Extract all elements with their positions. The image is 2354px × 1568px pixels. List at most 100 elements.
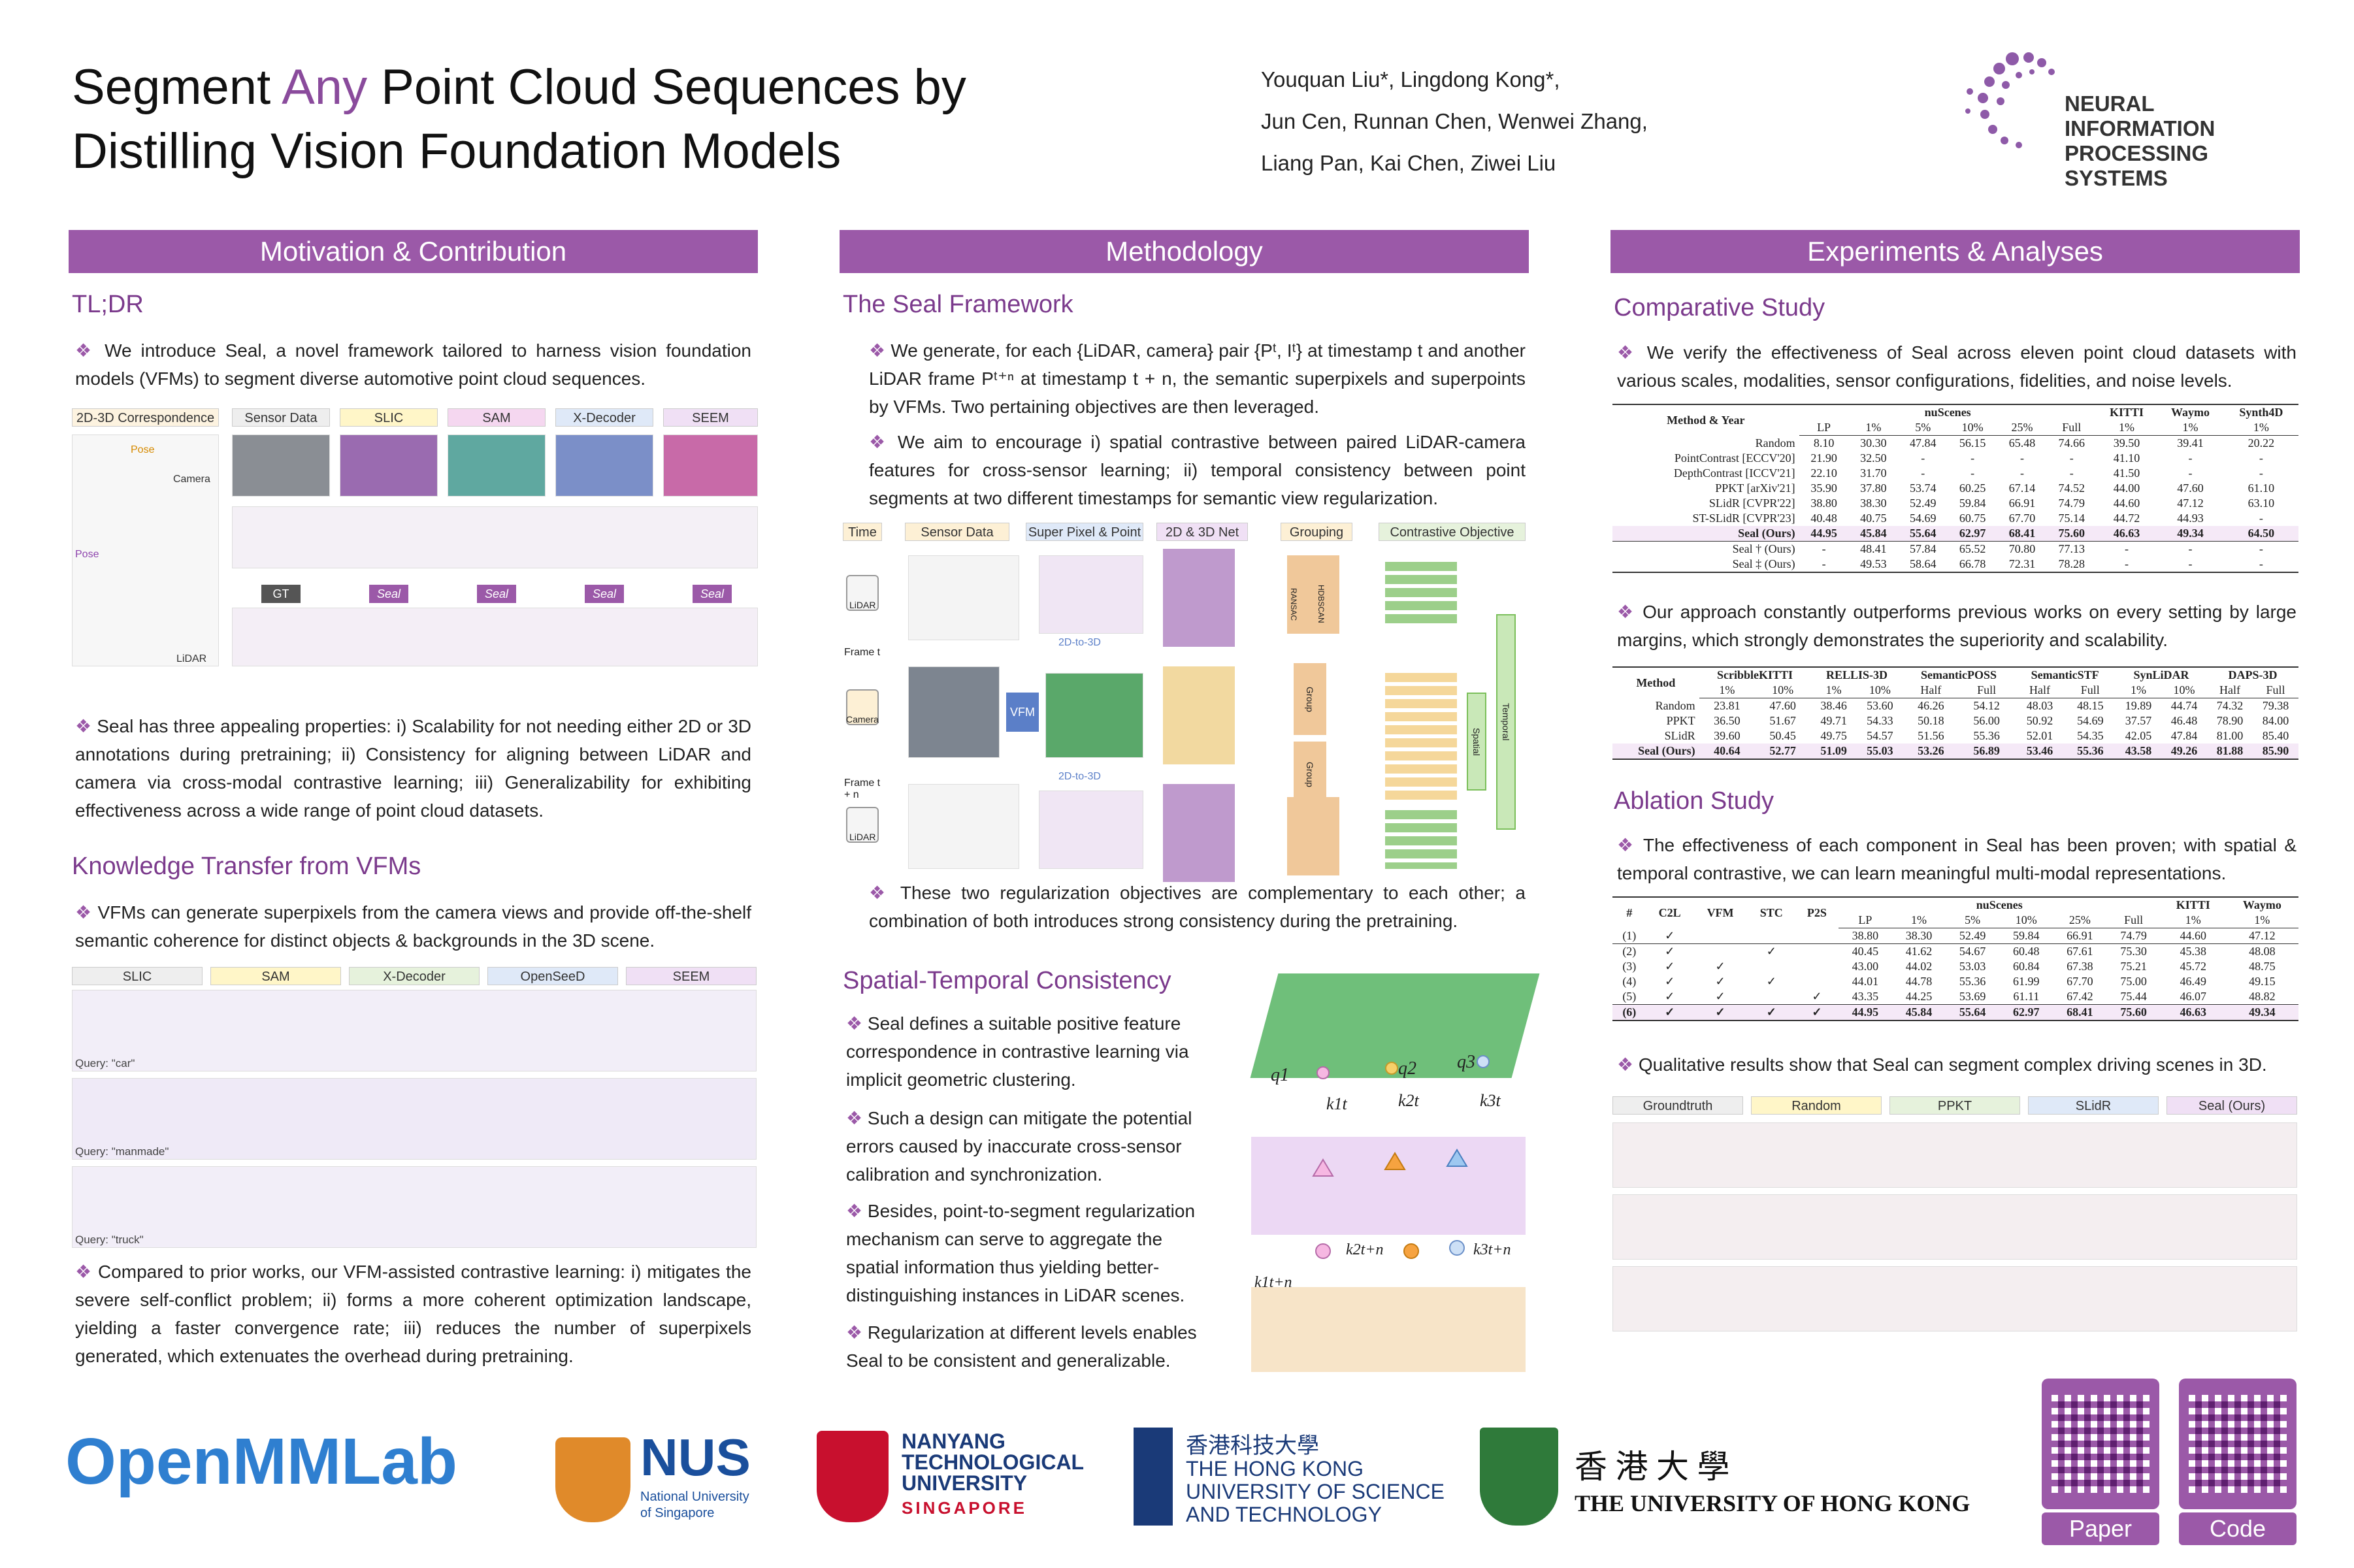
table-col-header: 10% [2161,683,2207,698]
table-col-header: 5% [1898,420,1948,436]
table-cell: 52.77 [1754,743,1811,759]
table-comparative: Method & Year nuScenes KITTI Waymo Synth4D LP… [1612,404,2298,573]
superpoint-cloud-tn [1039,791,1143,869]
table-cell: 52.49 [1910,497,1937,510]
fig2-label: X-Decoder [349,967,480,985]
table-row: (1) ✓ 38.80 38.30 52.49 59.84 66.91 74.79 44.60 4… [1612,928,2298,944]
table-cell: 40.45 [1838,943,1892,959]
table-col-header: 1% [1848,420,1899,436]
table-cell: PointContrast [ECCV'20] [1674,451,1795,465]
pipeline-label: Time [843,523,882,541]
paper-qr-code[interactable] [2042,1379,2159,1509]
table-cell: 78.28 [2058,557,2085,570]
table-row: (5) ✓ ✓ ✓ 43.35 44.25 53.69 61.11 67.42 75.44 46.0… [1612,989,2298,1005]
table-group-header: SemanticPOSS [1920,668,1997,681]
table-cell: ✓ [1715,960,1725,973]
regularization-text: These two regularization objectives are … [869,879,1526,935]
table-cell: Random [1755,436,1795,449]
framework-text-2: We aim to encourage i) spatial contrasti… [869,428,1526,512]
hkust-logo: 香港科技大學 THE HONG KONG UNIVERSITY OF SCIEN… [1134,1428,1447,1526]
correspondence-markers [1312,1055,1490,1259]
table-cell: ✓ [1715,975,1725,988]
table-group-header: Waymo [2171,406,2210,419]
2d-net [1163,666,1235,764]
query-q2: q2 [1398,1058,1416,1079]
table-group-header: SynLiDAR [2133,668,2189,681]
superpoint-cloud-t [1039,555,1143,634]
nus-sub2: of Singapore [640,1506,715,1520]
table-cell: 39.50 [2113,436,2140,449]
table-cell: - [2223,541,2298,557]
key-k2tn: k2t+n [1346,1241,1384,1258]
pipeline-tag: Frame t + n [844,777,881,800]
table-cell: ✓ [1747,1004,1796,1021]
table-cell: 38.46 [1820,699,1847,712]
table-cell: - [2188,466,2193,480]
table-cell: 49.71 [1820,714,1847,727]
qual-label: PPKT [1889,1096,2020,1115]
table-col-header: LP [1838,913,1892,928]
table-col-header: 10% [1754,683,1811,698]
table-cell: 61.99 [2013,975,2040,988]
lidar-frame-t [908,555,1019,640]
fig1-tag: Camera [173,474,210,485]
table-col-header: LP [1799,420,1849,436]
table-cell: 65.48 [2008,436,2036,449]
table-cell: 57.84 [1898,541,1948,557]
table-cell: 49.34 [2157,526,2224,542]
fig-qualitative: Groundtruth Random PPKT SLidR Seal (Ours… [1612,1096,2298,1338]
table-cell: - [2259,512,2263,525]
paper-button[interactable]: Paper [2042,1512,2159,1545]
fig1-label: SAM [448,408,546,427]
table-cell: 48.41 [1848,541,1899,557]
table-cell: ✓ [1766,975,1776,988]
stc-bullet-2: Such a design can mitigate the potential… [846,1104,1212,1188]
table-cell: 47.84 [2170,729,2198,742]
pipeline-label: Sensor Data [905,523,1009,541]
table-cell: 52.01 [2026,729,2053,742]
table-cell: 39.60 [1714,729,1741,742]
table-col-header: 1% [1810,683,1857,698]
hkust-line2: UNIVERSITY OF SCIENCE [1186,1480,1445,1503]
table-cell: 51.67 [1769,714,1796,727]
ntu-logo: NANYANG TECHNOLOGICAL UNIVERSITY SINGAPO… [817,1428,1098,1526]
table-col-header: Full [1958,683,2015,698]
table-cell: 74.32 [2216,699,2244,712]
gt-tag: GT [261,585,301,603]
table-col-header: 10% [1948,420,1998,436]
table-col-header: Half [2014,683,2065,698]
sam-image [448,434,546,497]
table-cell: 30.30 [1860,436,1887,449]
hkust-mark-icon [1134,1428,1173,1526]
table-col-header: Full [2106,913,2161,928]
table-cell: 44.93 [2177,512,2204,525]
table-cell: 46.63 [2160,1004,2226,1021]
table-cell: 62.97 [1948,526,1998,542]
table-cell: 75.14 [2058,512,2085,525]
table-cell: 54.33 [1867,714,1893,727]
table-cell: ✓ [1715,990,1725,1003]
table-cell [1693,928,1748,944]
table-cell: 51.56 [1918,729,1944,742]
table-cell: ✓ [1665,928,1675,942]
table-cell: 44.00 [2113,482,2140,495]
code-button[interactable]: Code [2179,1512,2297,1545]
table-cell: 55.03 [1857,743,1903,759]
table-cell: 55.36 [1973,729,2000,742]
query-q3: q3 [1457,1052,1475,1072]
hku-logo: 香 港 大 學 THE UNIVERSITY OF HONG KONG [1480,1428,2003,1526]
table-cell: 66.78 [1959,557,1986,570]
table-cell: 48.15 [2077,699,2104,712]
key-k3tn: k3t+n [1473,1241,1511,1258]
table-cell: 53.46 [2014,743,2065,759]
table-cell: ✓ [1693,1004,1748,1021]
table-group-header: P2S [1806,906,1827,919]
table-cell: ✓ [1646,1004,1693,1021]
table-col-header: Half [2206,683,2253,698]
table-cell: 54.69 [2077,714,2104,727]
code-qr-code[interactable] [2179,1379,2297,1509]
table-group-header: KITTI [2176,898,2210,911]
table-group-header: VFM [1707,906,1734,919]
table-cell: Seal (Ours) [1612,743,1699,759]
table-col-header: 25% [1997,420,2047,436]
